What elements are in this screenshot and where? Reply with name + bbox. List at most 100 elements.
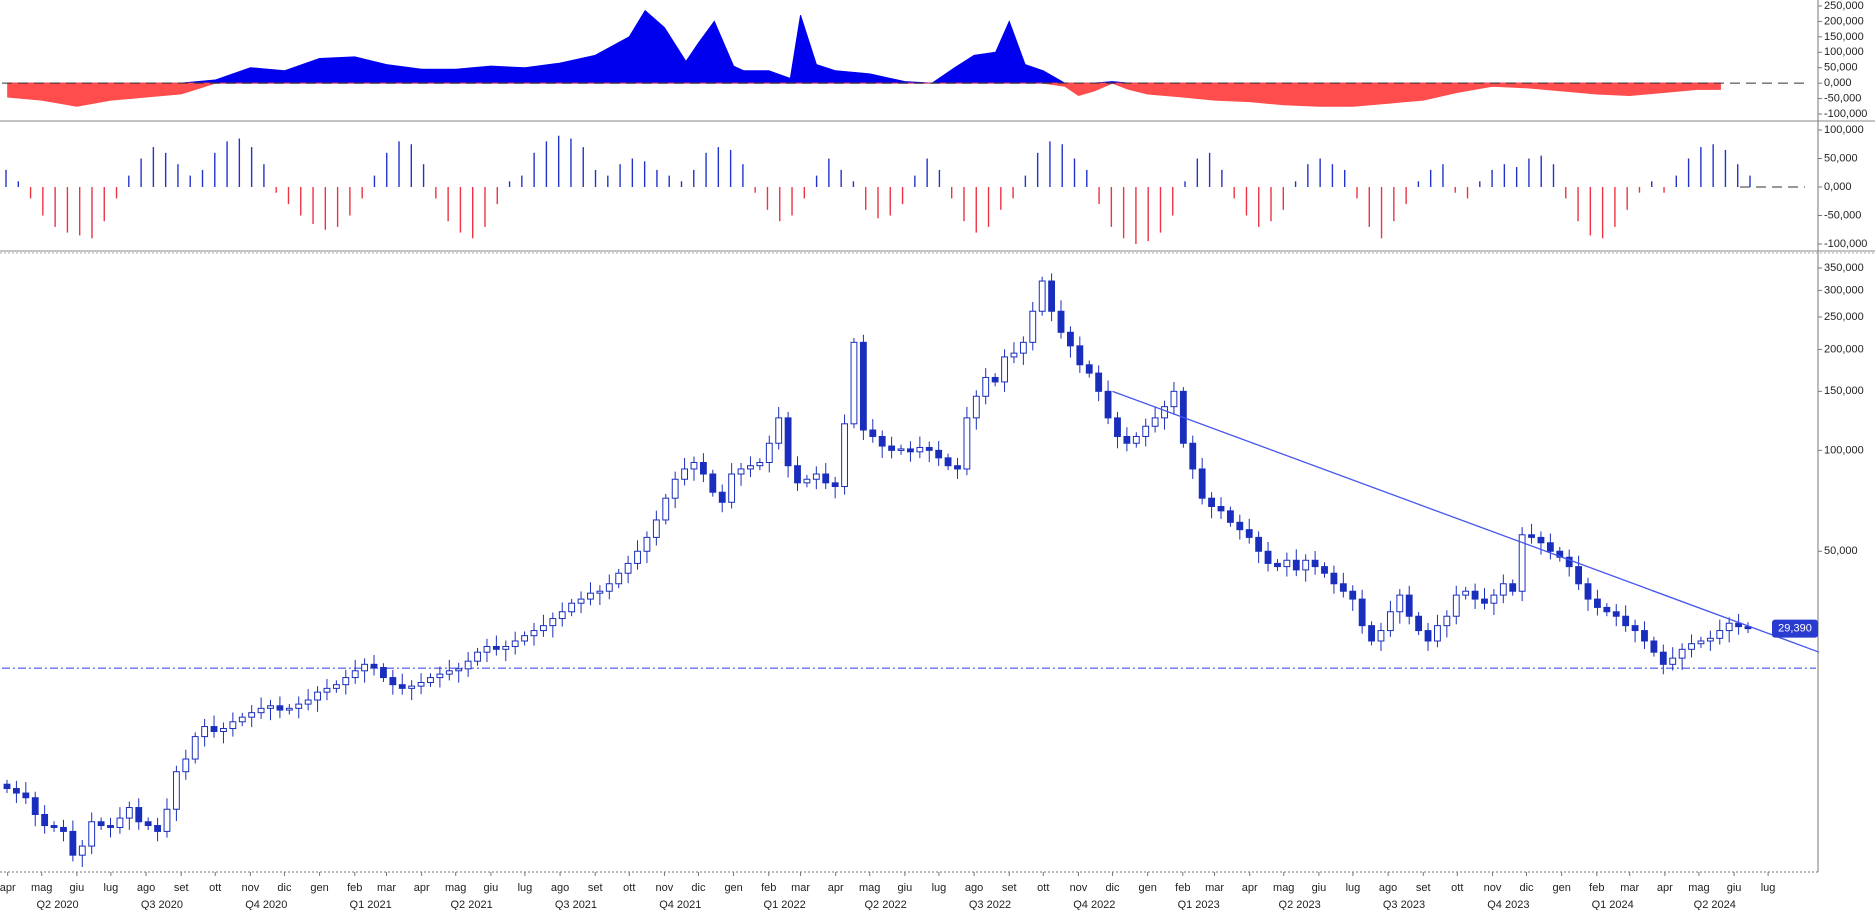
- candle-down: [859, 341, 867, 431]
- x-tick-label: giu: [70, 882, 85, 894]
- x-tick-label: nov: [656, 882, 674, 894]
- candle-down: [22, 792, 30, 799]
- mid-ytick-label: 0,000: [1824, 181, 1852, 193]
- candle-up: [1706, 637, 1714, 642]
- candle-down: [1584, 583, 1592, 600]
- candle-up: [615, 572, 623, 585]
- candle-down: [60, 826, 67, 832]
- candle-up: [803, 478, 811, 484]
- main-ytick-label: 250,000: [1824, 311, 1864, 323]
- candle-down: [1255, 536, 1263, 552]
- candle-up: [295, 703, 303, 709]
- x-tick-label: dic: [1105, 882, 1120, 894]
- candle-down: [370, 663, 378, 669]
- candle-up: [314, 691, 321, 701]
- candle-up: [285, 707, 293, 711]
- x-tick-label: ott: [1451, 882, 1463, 894]
- x-tick-label: ott: [1037, 882, 1049, 894]
- candle-up: [1452, 594, 1460, 617]
- main-ytick-label: 100,000: [1824, 444, 1864, 456]
- x-tick-label: apr: [414, 882, 430, 894]
- candle-down: [784, 417, 792, 467]
- candle-down: [1509, 583, 1517, 592]
- x-tick-label: lug: [932, 882, 947, 894]
- quarter-label: Q4 2023: [1487, 899, 1529, 910]
- candle-down: [1565, 556, 1573, 568]
- candle-down: [12, 788, 20, 794]
- candle-up: [1029, 310, 1037, 343]
- x-tick-label: gen: [724, 882, 742, 894]
- candle-down: [1349, 590, 1357, 600]
- x-tick-label: mag: [1688, 882, 1709, 894]
- candle-down: [1311, 559, 1319, 568]
- candle-up: [737, 468, 745, 475]
- candle-down: [954, 465, 961, 470]
- candle-down: [1114, 417, 1121, 437]
- candle-up: [605, 583, 613, 592]
- candle-down: [1264, 550, 1272, 564]
- mid-ytick-label: 50,000: [1824, 152, 1858, 164]
- x-tick-label: set: [588, 882, 603, 894]
- main-ytick-label: 200,000: [1824, 343, 1864, 355]
- candle-down: [69, 830, 77, 856]
- candle-down: [1274, 562, 1281, 568]
- candle-down: [831, 482, 839, 488]
- x-tick-label: set: [1416, 882, 1431, 894]
- x-tick-label: ago: [551, 882, 569, 894]
- candle-down: [1546, 542, 1554, 552]
- candle-up: [1001, 356, 1008, 383]
- top-oscillator-panel: [2, 9, 1805, 107]
- candle-up: [436, 673, 444, 679]
- candle-up: [125, 807, 133, 819]
- candle-up: [88, 821, 96, 847]
- candle-down: [1104, 390, 1112, 419]
- candle-down: [907, 448, 914, 453]
- x-tick-label: giu: [484, 882, 499, 894]
- quarter-label: Q2 2022: [865, 899, 907, 910]
- candle-down: [1057, 310, 1065, 333]
- candle-down: [1076, 345, 1084, 366]
- quarter-label: Q2 2023: [1279, 899, 1321, 910]
- candle-up: [201, 726, 209, 738]
- candle-down: [991, 376, 999, 383]
- candle-up: [652, 519, 660, 538]
- candle-down: [1415, 615, 1423, 632]
- quarter-label: Q2 2021: [450, 899, 492, 910]
- candle-up: [643, 536, 651, 552]
- candle-up: [351, 670, 359, 679]
- quarter-label: Q3 2022: [969, 899, 1011, 910]
- quarter-label: Q1 2024: [1592, 899, 1634, 910]
- candle-up: [427, 677, 434, 684]
- x-tick-label: ago: [1379, 882, 1397, 894]
- main-price-panel: [2, 273, 1820, 868]
- quarter-label: Q1 2022: [764, 899, 806, 910]
- candle-up: [812, 473, 820, 480]
- candle-up: [332, 684, 340, 689]
- candle-down: [1292, 559, 1300, 571]
- candle-up: [116, 817, 124, 828]
- candle-up: [220, 728, 227, 732]
- x-tick-label: dic: [1519, 882, 1534, 894]
- candle-up: [558, 611, 566, 620]
- x-tick-label: mag: [445, 882, 466, 894]
- main-ytick-label: 50,000: [1824, 545, 1858, 557]
- x-tick-label: gen: [1552, 882, 1570, 894]
- candle-up: [229, 721, 237, 730]
- candle-up: [1443, 615, 1451, 627]
- candle-down: [1631, 625, 1639, 632]
- candle-down: [869, 429, 877, 437]
- candle-down: [1358, 598, 1366, 627]
- candle-down: [794, 465, 801, 484]
- candle-up: [756, 461, 764, 467]
- candle-up: [850, 341, 858, 425]
- candle-up: [897, 448, 905, 451]
- candle-down: [1650, 640, 1658, 653]
- candle-up: [238, 716, 246, 723]
- candle-up: [521, 635, 529, 642]
- candle-up: [982, 376, 990, 397]
- candle-up: [671, 478, 679, 499]
- last-price-label: 29,390: [1778, 623, 1812, 635]
- x-tick-label: ago: [965, 882, 983, 894]
- x-tick-label: gen: [310, 882, 328, 894]
